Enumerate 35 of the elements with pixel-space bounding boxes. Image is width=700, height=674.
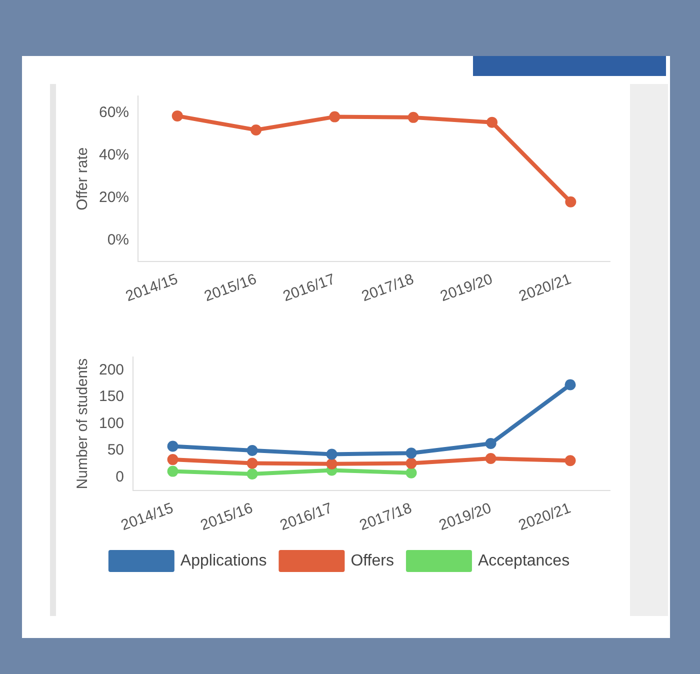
- point: [246, 444, 258, 456]
- point: [246, 468, 258, 480]
- point: [326, 448, 338, 460]
- y-tick-label: 50: [107, 442, 124, 459]
- point: [167, 466, 178, 477]
- y-tick-label: 150: [98, 388, 124, 406]
- y-tick-label: 0%: [107, 231, 130, 248]
- y-tick-label: 40%: [98, 146, 130, 164]
- legend-label: Acceptances: [478, 552, 570, 570]
- y-tick-label: 200: [98, 361, 124, 378]
- y-axis-title: Number of students: [74, 358, 92, 490]
- point: [326, 458, 338, 470]
- point: [564, 379, 576, 390]
- legend-label: Offers: [350, 552, 394, 570]
- y-tick-label: 20%: [98, 189, 130, 206]
- point: [172, 110, 183, 122]
- point: [250, 124, 262, 136]
- y-tick-label: 100: [98, 414, 124, 432]
- point: [485, 438, 496, 450]
- point: [329, 111, 340, 122]
- point: [406, 448, 417, 459]
- point: [167, 440, 178, 452]
- point: [486, 116, 498, 128]
- y-axis-title: Offer rate: [74, 147, 92, 210]
- point: [485, 452, 496, 464]
- point: [406, 467, 417, 478]
- y-tick-label: 60%: [98, 104, 130, 122]
- y-tick-label: 0: [116, 468, 124, 486]
- point: [167, 454, 178, 466]
- point: [564, 455, 576, 466]
- legend-label: Applications: [180, 552, 267, 570]
- point: [565, 196, 576, 208]
- point: [408, 112, 419, 123]
- point: [406, 458, 417, 469]
- point: [246, 458, 258, 469]
